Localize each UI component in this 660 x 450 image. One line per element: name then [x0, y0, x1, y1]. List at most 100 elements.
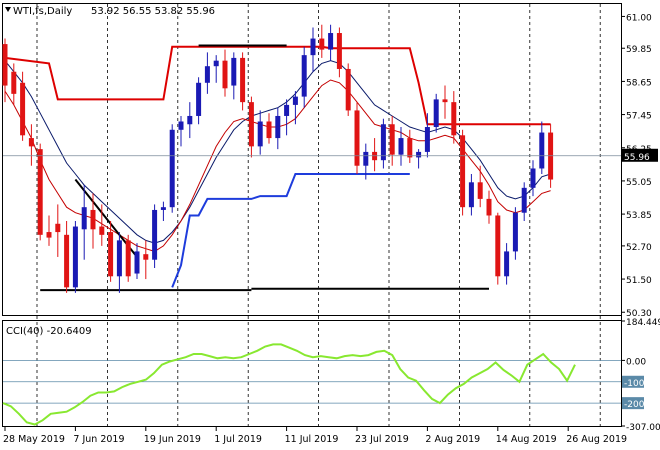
candle-body — [284, 104, 290, 116]
candle-body — [72, 226, 78, 288]
price-tick-label: 51.50 — [626, 276, 652, 286]
candle-body — [442, 99, 448, 103]
candle-body — [301, 55, 307, 97]
candle-body — [169, 129, 175, 208]
price-tick-label: 61.00 — [626, 13, 652, 23]
cci-tick-label: -100 — [624, 379, 645, 389]
candle-body — [64, 234, 70, 288]
candle-body — [354, 110, 360, 166]
time-tick-label: 11 Jul 2019 — [285, 434, 339, 445]
candle-body — [81, 207, 87, 230]
candle-body — [275, 115, 281, 139]
collapse-arrow-icon[interactable] — [5, 7, 11, 12]
symbol-header: WTI,fs,Daily 53.92 56.55 53.82 55.96 — [5, 6, 215, 17]
candle-body — [196, 82, 202, 116]
candle-body — [530, 168, 536, 188]
price-tick-label: 55.05 — [626, 178, 652, 188]
candle-body — [512, 212, 518, 252]
candle-body — [345, 68, 351, 111]
candle-body — [328, 33, 334, 50]
main-plot-frame — [2, 3, 622, 316]
candle-body — [248, 102, 254, 147]
candle-body — [389, 124, 395, 155]
time-tick-label: 19 Jun 2019 — [144, 434, 201, 445]
candle-body — [55, 223, 61, 233]
cci-line — [2, 343, 576, 426]
candle-body — [319, 38, 325, 50]
candle-body — [213, 60, 219, 67]
candle-body — [240, 57, 246, 103]
candle-body — [398, 138, 404, 155]
candle-body — [310, 38, 316, 56]
candle-body — [125, 240, 131, 277]
cci-indicator — [2, 343, 576, 426]
ohlc-values: 53.92 56.55 53.82 55.96 — [91, 6, 215, 17]
candle-body — [37, 149, 43, 235]
candle-body — [460, 135, 466, 208]
candle-body — [521, 187, 527, 213]
vertical-grid — [36, 4, 601, 426]
candle-body — [116, 240, 122, 277]
candle-body — [20, 82, 26, 136]
symbol-info: WTI,fs,Daily — [13, 6, 72, 17]
cci-axis: 184.4497 0.00 -100 -200 -307.0000 — [621, 318, 660, 433]
current-price-label: 55.96 — [624, 153, 650, 163]
candle-body — [416, 151, 422, 158]
cci-plot-frame — [2, 320, 622, 427]
candle-body — [2, 44, 8, 86]
candle-body — [336, 33, 342, 69]
cci-level-box — [622, 397, 644, 410]
cci-level-box — [622, 375, 644, 388]
candle-body — [407, 138, 413, 158]
candle-body — [46, 232, 52, 238]
candle-body — [486, 198, 492, 216]
candle-body — [187, 115, 193, 125]
time-tick-label: 28 May 2019 — [3, 434, 65, 445]
cci-tick-label: 0.00 — [626, 357, 646, 367]
price-tick-label: 58.65 — [626, 78, 652, 88]
cci-tick-label: -200 — [624, 400, 645, 410]
price-tick-label: 57.45 — [626, 112, 652, 122]
candle-body — [28, 138, 34, 147]
candle-body — [468, 182, 474, 208]
candle-body — [477, 182, 483, 199]
support-step-line — [171, 173, 410, 288]
time-tick-label: 1 Jul 2019 — [214, 434, 262, 445]
candle-body — [160, 207, 166, 210]
candle-body — [99, 226, 105, 235]
candle-body — [266, 121, 272, 139]
time-tick-label: 7 Jun 2019 — [73, 434, 124, 445]
candle-body — [11, 71, 17, 94]
price-tick-label: 50.30 — [626, 309, 652, 319]
candle-body — [143, 254, 149, 260]
time-tick-label: 14 Aug 2019 — [496, 434, 557, 445]
price-axis: 61.0059.8558.6557.4556.2555.0553.8552.70… — [3, 13, 658, 319]
cci-tick-label: 184.4497 — [626, 318, 660, 328]
time-tick-label: 26 Aug 2019 — [566, 434, 627, 445]
candle-body — [152, 209, 158, 260]
candle-body — [204, 66, 210, 83]
price-tick-label: 59.85 — [626, 45, 652, 55]
candle-body — [451, 102, 457, 136]
price-tick-label: 53.85 — [626, 211, 652, 221]
candle-body — [539, 132, 545, 169]
candle-body — [433, 99, 439, 128]
price-tick-label: 52.70 — [626, 243, 652, 253]
cci-label: CCI(40) -20.6409 — [6, 326, 92, 337]
candle-body — [178, 121, 184, 130]
candle-body — [495, 215, 501, 277]
candle-body — [90, 209, 96, 230]
candle-body — [231, 57, 237, 86]
candle-body — [363, 151, 369, 166]
current-price-box — [622, 148, 658, 162]
candle-body — [424, 127, 430, 152]
time-tick-label: 23 Jul 2019 — [355, 434, 409, 445]
candle-body — [504, 251, 510, 277]
candle-body — [257, 121, 263, 147]
candle-body — [292, 96, 298, 105]
time-tick-label: 2 Aug 2019 — [425, 434, 480, 445]
candle-body — [380, 124, 386, 161]
cci-tick-label: -307.0000 — [626, 423, 660, 433]
time-axis: 28 May 2019 7 Jun 2019 19 Jun 2019 1 Jul 20… — [3, 427, 627, 445]
